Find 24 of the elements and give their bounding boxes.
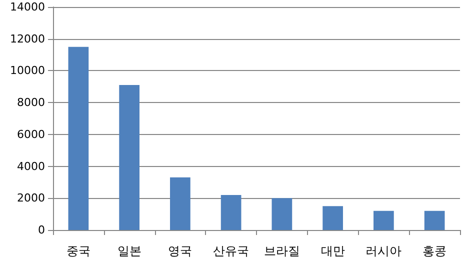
x-tick-label: 브라질 (264, 244, 300, 258)
y-tick-label: 0 (38, 224, 45, 236)
x-tick-label: 대만 (320, 244, 345, 258)
y-tick-label: 10000 (10, 64, 45, 78)
bar (374, 210, 394, 230)
x-tick-label: 영국 (168, 244, 192, 258)
y-tick-label: 2000 (17, 192, 45, 205)
y-tick-label: 6000 (17, 128, 45, 141)
y-tick-label: 14000 (10, 0, 45, 14)
y-tick-label: 4000 (17, 160, 45, 173)
x-tick-label: 러시아 (366, 244, 402, 258)
x-tick-label: 일본 (117, 244, 142, 258)
x-tick-label: 산유국 (213, 244, 250, 258)
y-tick-label: 8000 (17, 96, 45, 110)
bar (119, 85, 140, 230)
x-tick-label: 중국 (66, 244, 90, 258)
x-tick-label: 홍콩 (422, 244, 447, 258)
bar (424, 210, 445, 230)
bar (322, 206, 343, 230)
bar (68, 46, 89, 230)
bar (170, 177, 190, 230)
bar (220, 194, 242, 230)
bar (272, 198, 292, 230)
y-tick-label: 12000 (10, 32, 45, 46)
